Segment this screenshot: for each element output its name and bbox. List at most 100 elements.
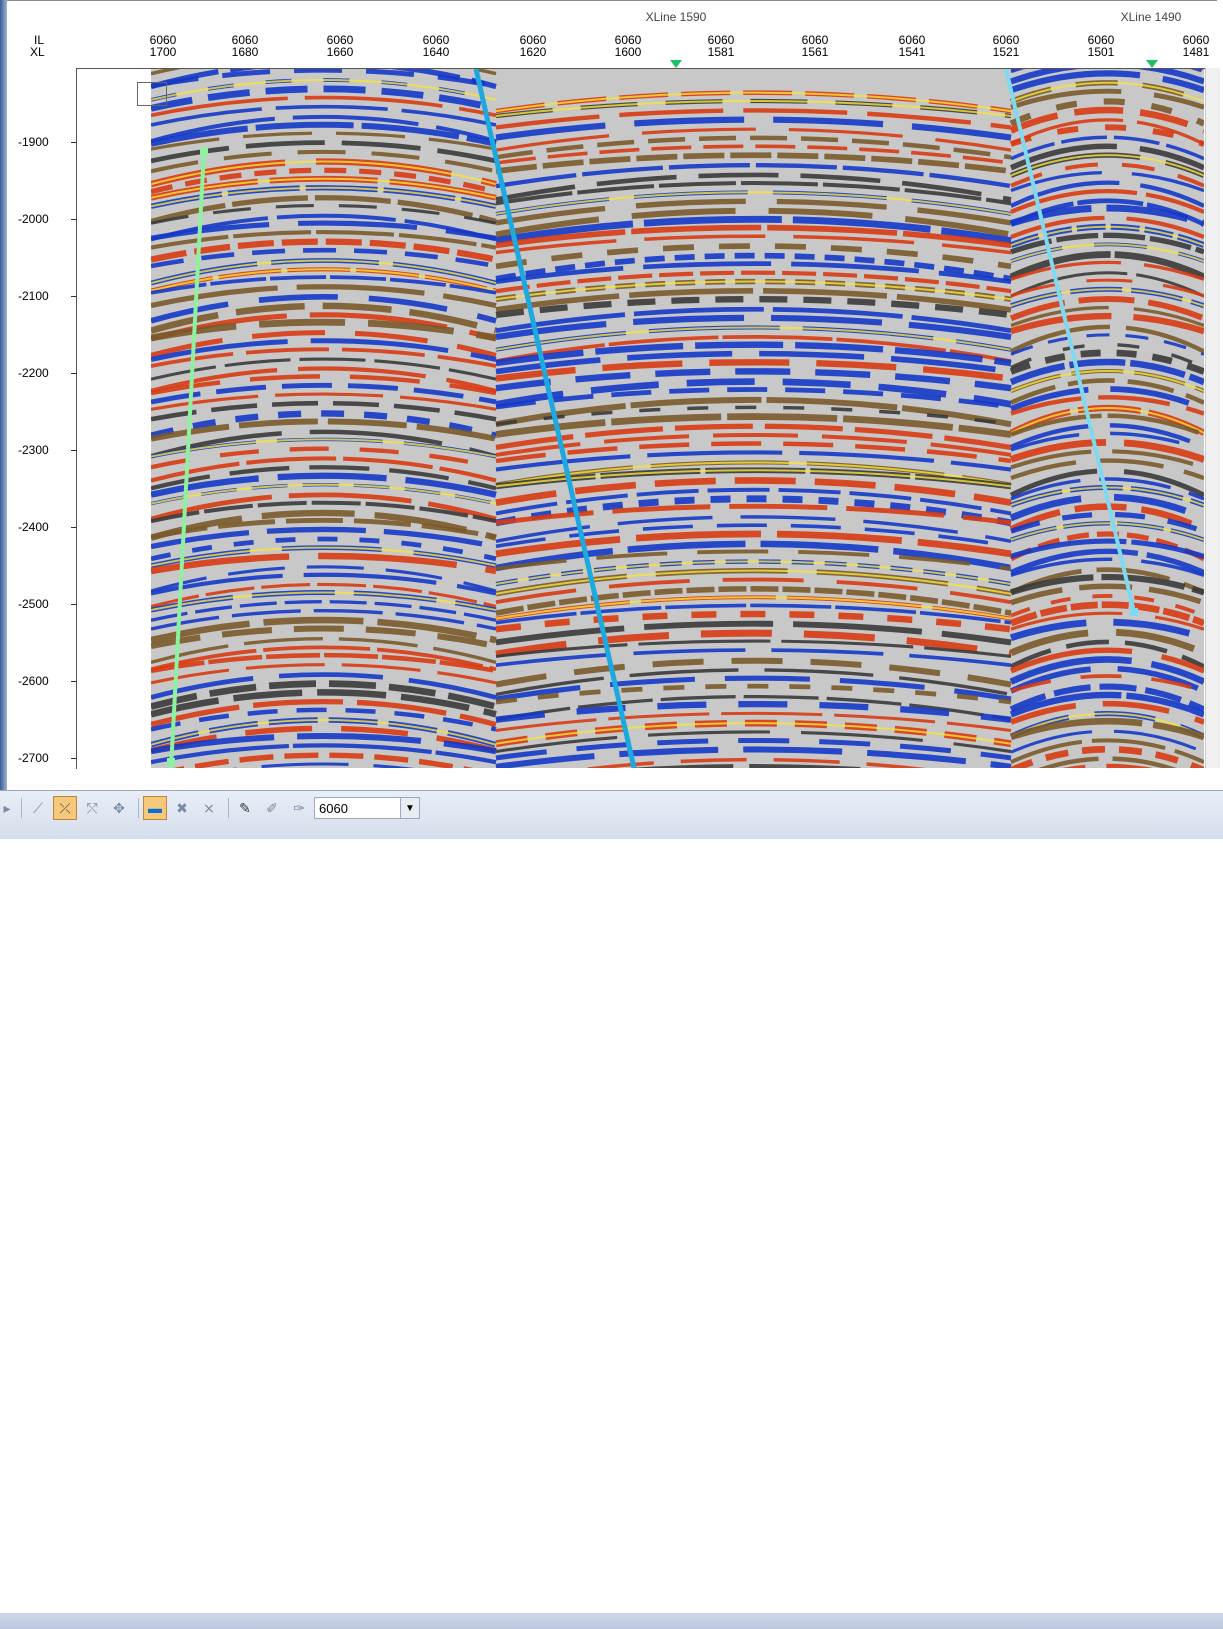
seismic-reflector	[1009, 204, 1204, 227]
seismic-reflector	[1010, 278, 1204, 298]
seismic-peak	[495, 280, 1012, 301]
inline-select[interactable]: 6060 ▼	[314, 797, 420, 819]
seismic-reflector	[173, 752, 474, 768]
il-column-value: 6060	[614, 33, 642, 47]
well-track-node[interactable]	[200, 147, 208, 155]
seismic-reflector	[151, 374, 497, 396]
seismic-reflector	[1010, 395, 1204, 416]
seismic-peak	[151, 719, 497, 746]
pen-smooth-icon[interactable]: ✐	[266, 799, 278, 816]
xl-column-value: 1501	[1087, 45, 1115, 59]
scroll-left-icon[interactable]: ▸	[3, 799, 11, 816]
seismic-reflector	[1009, 531, 1204, 562]
seismic-reflector	[495, 252, 1012, 282]
seismic-reflector	[151, 616, 497, 644]
seismic-reflector	[151, 625, 497, 650]
seismic-reflector	[1010, 611, 1204, 631]
pen-icon[interactable]: ✎	[239, 799, 251, 816]
pen-auto-icon[interactable]: ✑	[293, 799, 305, 816]
depth-tick-label: -2400	[18, 520, 49, 534]
seismic-reflector	[495, 639, 1012, 658]
xline-marker-icon[interactable]	[1146, 60, 1158, 68]
xl-column-value: 1600	[614, 45, 642, 59]
seismic-reflector	[151, 492, 497, 522]
seismic-peak	[151, 546, 497, 567]
depth-tick-mark	[71, 450, 77, 451]
il-column-value: 6060	[326, 33, 354, 47]
seismic-peak	[495, 722, 1012, 745]
plot-frame	[76, 68, 1205, 769]
seismic-reflector	[151, 652, 497, 674]
delete-segment-icon[interactable]: ⨯	[203, 799, 215, 816]
seismic-reflector	[151, 140, 497, 164]
seismic-reflector	[151, 392, 497, 411]
seismic-reflector	[151, 446, 497, 470]
fault-node[interactable]	[1130, 608, 1138, 616]
seismic-reflector	[495, 296, 1012, 319]
seismic-reflector	[1009, 251, 1204, 280]
seismic-reflector	[1010, 538, 1204, 559]
seismic-reflector	[1010, 423, 1204, 450]
seismic-peak	[1010, 154, 1204, 177]
seismic-reflector	[151, 247, 497, 269]
xl-column-value: 1640	[422, 45, 450, 59]
seismic-reflector	[1009, 656, 1204, 685]
seismic-reflector	[151, 114, 497, 144]
seismic-reflector	[1010, 271, 1204, 298]
seismic-reflector	[1009, 69, 1204, 85]
split-fault-icon[interactable]: ⤲	[86, 799, 98, 816]
seismic-reflector	[151, 689, 497, 718]
seismic-image[interactable]	[151, 69, 1204, 768]
il-column-value: 6060	[149, 33, 177, 47]
seismic-reflector	[151, 743, 497, 765]
seismic-reflector	[1009, 601, 1204, 627]
seismic-reflector	[151, 600, 497, 622]
move-icon[interactable]: ✥	[113, 799, 125, 816]
depth-tick-label: -2700	[18, 751, 49, 765]
seismic-reflector	[495, 477, 1012, 506]
xline-marker-icon[interactable]	[670, 60, 682, 68]
fault-line-main[interactable]	[473, 69, 637, 768]
seismic-reflector	[232, 762, 415, 768]
seismic-reflector	[495, 198, 1012, 226]
seismic-reflector	[495, 181, 1012, 206]
seismic-reflector	[495, 368, 1012, 392]
seismic-reflector	[1009, 628, 1204, 657]
seismic-reflector	[495, 108, 1012, 130]
seismic-reflector	[151, 104, 497, 127]
selection-box[interactable]	[137, 82, 167, 106]
seismic-reflector	[1010, 413, 1204, 437]
seismic-reflector	[1009, 468, 1204, 498]
seismic-reflector	[151, 366, 497, 393]
well-track-line[interactable]	[169, 150, 206, 768]
colorbar-icon[interactable]: ▬	[143, 796, 167, 820]
seismic-reflector	[495, 503, 1012, 526]
seismic-reflector	[1010, 343, 1204, 370]
seismic-reflector	[495, 261, 1012, 285]
seismic-reflector	[1009, 439, 1204, 463]
xl-column-value: 1541	[898, 45, 926, 59]
seismic-reflector	[495, 610, 1012, 633]
seismic-reflector	[1010, 189, 1204, 214]
seismic-reflector	[495, 433, 1012, 457]
seismic-reflector	[1010, 574, 1204, 596]
seismic-peak	[1010, 81, 1204, 103]
fault-mode-icon[interactable]: ⤫	[53, 796, 77, 820]
well-track-node[interactable]	[167, 758, 175, 766]
seismic-reflector	[495, 620, 1012, 646]
depth-tick-mark	[71, 142, 77, 143]
chevron-down-icon[interactable]: ▼	[400, 798, 419, 818]
seismic-reflector	[151, 526, 497, 550]
vertical-scrollbar[interactable]	[1205, 68, 1220, 768]
delete-node-icon[interactable]: ✖	[176, 799, 188, 816]
seismic-reflector	[495, 603, 1012, 625]
pick-fault-icon[interactable]: ⟋	[33, 799, 43, 816]
fault-line-right[interactable]	[1004, 69, 1136, 613]
seismic-reflector	[151, 672, 497, 700]
seismic-reflector	[495, 234, 1012, 255]
seismic-reflector	[495, 730, 1012, 754]
seismic-reflector	[151, 733, 497, 755]
seismic-reflector	[151, 382, 497, 405]
depth-tick-mark	[71, 604, 77, 605]
depth-tick-label: -2100	[18, 289, 49, 303]
